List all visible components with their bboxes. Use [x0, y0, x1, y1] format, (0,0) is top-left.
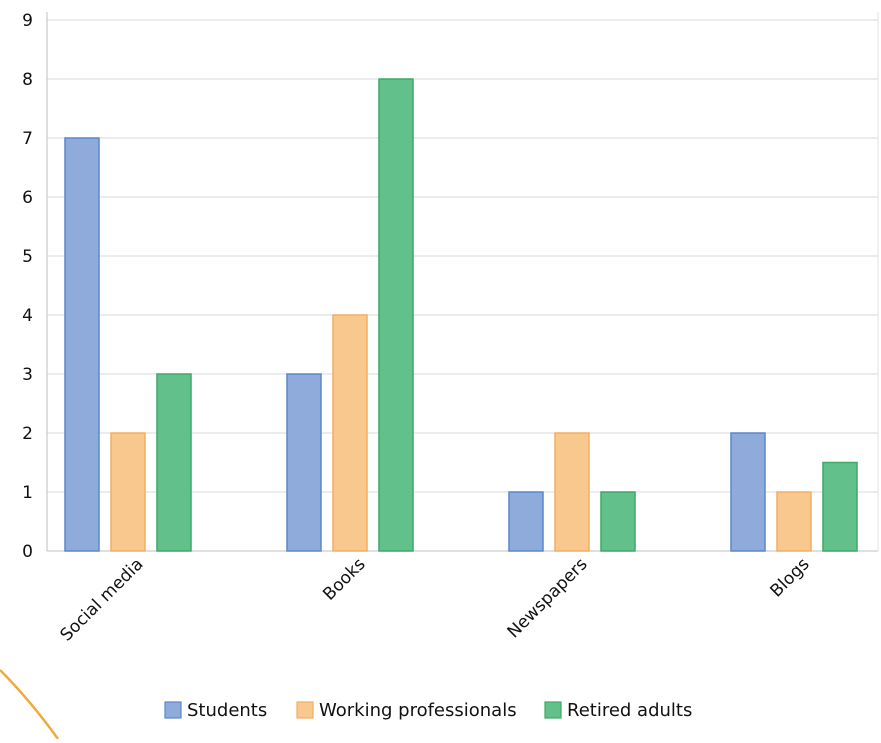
bar-working-professionals-social-media: [110, 432, 146, 552]
y-tick-label: 8: [22, 70, 33, 90]
bar-retired-adults-books: [378, 78, 414, 552]
y-tick-label: 1: [22, 483, 33, 503]
legend-item: Working professionals: [296, 700, 517, 721]
decorative-accent-curve: [0, 669, 60, 740]
bar-working-professionals-newspapers: [554, 432, 590, 552]
bar-students-newspapers: [508, 491, 544, 552]
bar-students-social-media: [64, 137, 100, 552]
bar-retired-adults-social-media: [156, 373, 192, 552]
legend-label: Retired adults: [567, 700, 692, 721]
y-tick-label: 4: [22, 306, 33, 326]
legend-label: Working professionals: [319, 700, 517, 721]
legend: Students Working professionals Retired adu…: [164, 700, 692, 721]
legend-swatch: [164, 701, 182, 719]
y-tick-label: 2: [22, 424, 33, 444]
legend-item: Students: [164, 700, 267, 721]
legend-swatch: [296, 701, 314, 719]
bar-working-professionals-blogs: [776, 491, 812, 552]
y-tick-label: 6: [22, 188, 33, 208]
y-tick-label: 0: [22, 542, 33, 562]
y-axis-ticks: 0 1 2 3 4 5 6 7 8 9: [22, 11, 33, 562]
y-tick-label: 7: [22, 129, 33, 149]
bar-working-professionals-books: [332, 314, 368, 552]
legend-item: Retired adults: [544, 700, 692, 721]
bar-retired-adults-blogs: [822, 461, 858, 552]
y-tick-label: 5: [22, 247, 33, 267]
bars: [64, 78, 858, 552]
legend-label: Students: [187, 700, 267, 721]
y-tick-label: 9: [22, 11, 33, 31]
y-tick-label: 3: [22, 365, 33, 385]
bar-students-books: [286, 373, 322, 552]
legend-swatch: [544, 701, 562, 719]
bar-students-blogs: [730, 432, 766, 552]
bar-retired-adults-newspapers: [600, 491, 636, 552]
